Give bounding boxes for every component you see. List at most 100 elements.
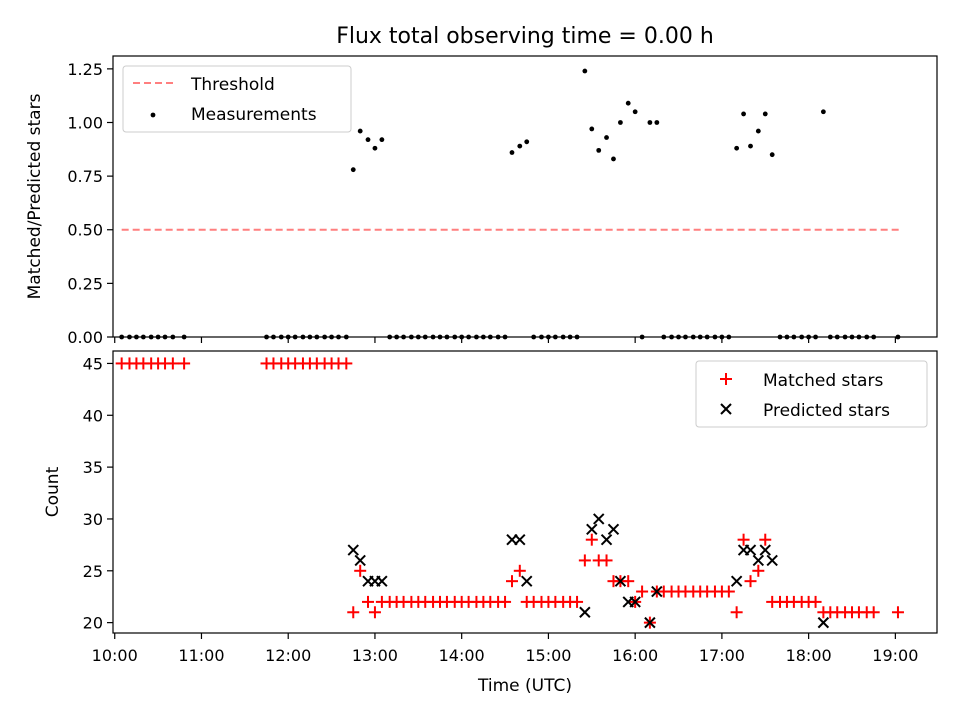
count-legend-box — [695, 360, 928, 428]
measurement-point — [401, 334, 406, 340]
count-x-tick-label: 13:00 — [352, 646, 398, 665]
measurement-point — [596, 147, 602, 153]
measurement-point — [820, 109, 826, 115]
measurement-point — [661, 334, 667, 340]
measurement-point — [748, 143, 753, 149]
matched-star-point — [891, 606, 904, 619]
ratio-y-tick-label: 0.00 — [67, 328, 103, 347]
threshold-legend-label: Threshold — [190, 75, 275, 95]
measurement-point — [539, 334, 544, 340]
measurement-point — [726, 334, 732, 340]
measurement-point — [271, 334, 276, 340]
measurement-point — [322, 334, 328, 340]
matched-star-point — [571, 595, 584, 608]
measurement-point — [669, 334, 674, 340]
measurement-point — [181, 334, 187, 340]
matched-star-point — [600, 554, 613, 567]
measurement-point — [357, 128, 363, 134]
measurement-point — [712, 334, 718, 340]
measurement-point — [415, 334, 421, 340]
measurement-point — [264, 334, 269, 340]
count-y-tick-label: 20 — [83, 614, 103, 633]
measurement-point — [466, 334, 472, 340]
matched-star-point — [585, 533, 598, 546]
predicted-star-point — [514, 533, 526, 546]
measurement-point — [799, 334, 805, 340]
ratio-legend-box — [122, 65, 352, 133]
predicted-star-point — [759, 544, 771, 556]
measurement-point — [437, 334, 443, 340]
measurement-point — [134, 334, 139, 340]
count-x-axis-label: Time (UTC) — [477, 676, 572, 696]
count-y-tick-label: 35 — [83, 458, 103, 477]
matched-star-point — [166, 357, 179, 370]
predicted-star-point — [607, 523, 620, 536]
matched-star-point — [505, 575, 518, 588]
count-legend: Matched stars Predicted stars — [695, 360, 928, 428]
measurement-point — [285, 334, 291, 340]
matched-star-point — [578, 554, 591, 567]
measurement-point — [300, 334, 306, 340]
measurement-point — [292, 334, 298, 340]
matched-star-point — [622, 575, 635, 588]
measurement-points — [119, 68, 901, 340]
measurement-point — [647, 120, 653, 125]
measurement-point — [329, 334, 334, 340]
measurement-point — [474, 334, 479, 340]
matched-star-point — [354, 564, 367, 577]
count-x-tick-label: 16:00 — [612, 646, 658, 665]
count-x-tick-label: 15:00 — [525, 646, 571, 665]
measurement-point — [524, 139, 530, 145]
measurement-point — [343, 334, 349, 340]
measurement-point — [611, 156, 616, 162]
measurement-point — [502, 334, 508, 340]
measurement-point — [842, 334, 848, 340]
measurement-point — [430, 334, 436, 340]
predicted-star-point — [593, 513, 605, 525]
count-y-axis: 20 25 30 35 40 45 — [83, 354, 113, 633]
measurement-point — [307, 334, 313, 340]
measurement-point — [444, 334, 450, 340]
measurement-point — [487, 334, 493, 340]
ratio-y-tick-label: 1.25 — [67, 60, 103, 79]
measurement-point — [148, 334, 154, 340]
measurement-point — [574, 334, 580, 340]
matched-star-point — [340, 357, 353, 370]
matched-star-point — [737, 533, 750, 546]
measurement-point — [365, 137, 371, 143]
ratio-y-axis-label: Matched/Predicted stars — [25, 93, 45, 299]
measurement-point — [632, 109, 638, 115]
measurement-point — [769, 152, 775, 158]
measurement-point — [155, 334, 161, 340]
measurement-point — [170, 334, 176, 340]
matched-stars-points — [115, 357, 904, 629]
measurement-point — [849, 334, 855, 340]
measurement-point — [791, 334, 797, 340]
measurement-point — [690, 334, 696, 340]
measurement-point — [336, 334, 341, 340]
predicted-star-point — [629, 596, 641, 608]
matched-star-point — [347, 606, 360, 619]
predicted-star-point — [354, 554, 366, 567]
matched-star-point — [513, 564, 526, 577]
measurement-point — [531, 334, 537, 340]
count-x-tick-label: 19:00 — [872, 646, 918, 665]
predicted-star-point — [651, 585, 663, 598]
count-x-tick-label: 10:00 — [92, 646, 138, 665]
predicted-star-point — [644, 616, 656, 629]
measurement-point — [604, 135, 609, 140]
measurement-point — [755, 128, 761, 134]
measurement-point — [625, 100, 631, 106]
measurement-point — [762, 111, 768, 117]
matched-legend-label: Matched stars — [763, 371, 883, 391]
matched-star-point — [867, 606, 880, 619]
ratio-y-tick-label: 0.25 — [67, 274, 103, 293]
matched-star-point — [362, 595, 375, 608]
measurement-point — [734, 145, 740, 151]
measurement-point — [777, 334, 783, 340]
predicted-star-point — [579, 606, 591, 618]
matched-legend-swatch — [720, 373, 732, 385]
measurement-point — [140, 334, 146, 340]
count-y-axis-label: Count — [43, 466, 63, 517]
